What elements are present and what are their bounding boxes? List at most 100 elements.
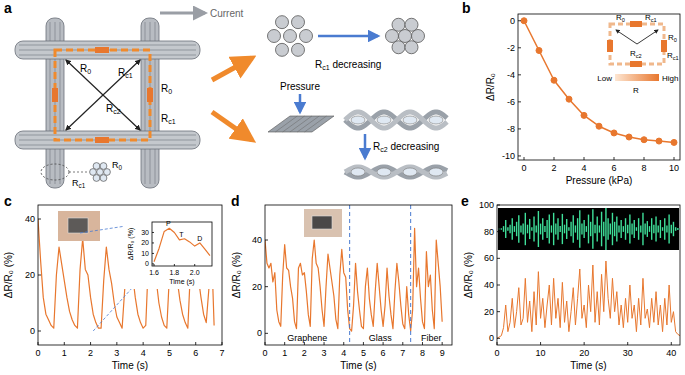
annotation: P bbox=[166, 220, 171, 227]
resistor bbox=[630, 61, 642, 67]
inset-background bbox=[124, 213, 216, 289]
panel-label: b bbox=[462, 0, 471, 16]
resistor bbox=[95, 137, 109, 143]
fiber-section bbox=[412, 30, 425, 43]
x-axis-label: Time (s) bbox=[169, 278, 194, 286]
plot-area bbox=[265, 205, 442, 345]
waveform-bar bbox=[634, 220, 635, 238]
resistor bbox=[147, 88, 153, 102]
y-tick-label: 0 bbox=[510, 16, 515, 26]
waveform-bar bbox=[540, 224, 541, 235]
data-point bbox=[641, 137, 647, 143]
waveform-bar bbox=[640, 225, 641, 232]
x-tick bbox=[671, 342, 672, 345]
waveform-bar bbox=[592, 209, 593, 249]
waveform-bar bbox=[664, 218, 665, 240]
segment-divider bbox=[349, 205, 350, 345]
x-tick-label: 9 bbox=[440, 348, 445, 358]
waveform-bar bbox=[520, 225, 521, 232]
waveform-bar bbox=[666, 225, 667, 232]
waveform-bar bbox=[581, 224, 582, 235]
text: decreasing bbox=[330, 59, 382, 70]
photo bbox=[58, 211, 100, 241]
plot-frame bbox=[152, 222, 212, 266]
x-tick-label: 40 bbox=[666, 348, 676, 358]
y-tick bbox=[518, 74, 521, 75]
weft-section bbox=[429, 168, 443, 176]
x-tick-label: 0 bbox=[35, 348, 40, 358]
x-tick-label: 6 bbox=[381, 348, 386, 358]
annotation: T bbox=[179, 231, 184, 238]
diagram: aR0Rc1Rc2R0Rc1CurrentR0Rc1Rc1 decreasing… bbox=[4, 0, 447, 189]
data-point bbox=[566, 96, 572, 102]
waveform-bar bbox=[644, 224, 645, 235]
x-tick-label: 7 bbox=[219, 348, 224, 358]
y-tick bbox=[518, 20, 521, 21]
fiber-section bbox=[100, 175, 107, 182]
plot-frame bbox=[38, 205, 222, 345]
x-tick-label: 1.6 bbox=[149, 269, 159, 276]
x-tick bbox=[524, 157, 525, 160]
waveform-bar bbox=[525, 213, 526, 245]
x-tick-label: 3 bbox=[322, 348, 327, 358]
fiber-section bbox=[292, 16, 305, 29]
y-tick bbox=[152, 253, 154, 254]
x-tick bbox=[195, 342, 196, 345]
y-axis-label: ΔR/R₀ (%) bbox=[127, 228, 135, 260]
subscript: c1 bbox=[651, 17, 657, 23]
waveform-bar bbox=[618, 225, 619, 232]
y-tick bbox=[497, 231, 500, 232]
y-tick bbox=[265, 333, 268, 334]
series-line bbox=[154, 228, 210, 262]
waveform-bar bbox=[529, 219, 530, 239]
waveform-bar bbox=[583, 220, 584, 238]
arrow bbox=[364, 134, 367, 158]
waveform-bar bbox=[605, 208, 606, 250]
waveform-bar bbox=[536, 225, 537, 232]
x-tick-label: 4 bbox=[141, 348, 146, 358]
x-tick-label: 5 bbox=[361, 348, 366, 358]
yarn-bundle bbox=[15, 131, 200, 149]
x-tick bbox=[116, 342, 117, 345]
waveform-bar bbox=[675, 227, 676, 231]
fiber-section bbox=[97, 169, 104, 176]
y-tick bbox=[497, 311, 500, 312]
text: decreasing bbox=[388, 141, 440, 152]
x-tick bbox=[442, 342, 443, 345]
resistance-label: Rc1 bbox=[645, 13, 657, 23]
x-tick bbox=[222, 342, 223, 345]
x-tick-label: 7 bbox=[400, 348, 405, 358]
y-tick-label: 0 bbox=[257, 328, 262, 338]
y-tick-label: -10 bbox=[502, 151, 515, 161]
fiber-section bbox=[392, 18, 405, 31]
segment-divider bbox=[410, 205, 411, 345]
waveform-bar bbox=[555, 224, 556, 235]
waveform-bar bbox=[660, 220, 661, 238]
yarn-bundle bbox=[15, 41, 200, 59]
data-point bbox=[536, 48, 542, 54]
fiber-section bbox=[399, 30, 412, 43]
waveform-bar bbox=[566, 219, 567, 239]
x-axis-label: Time (s) bbox=[112, 360, 148, 371]
arrow bbox=[299, 94, 302, 112]
fiber bbox=[19, 55, 196, 56]
subscript: c1 bbox=[79, 182, 86, 189]
waveform-bar bbox=[505, 220, 506, 238]
fiber bbox=[19, 45, 196, 46]
x-tick-label: 10 bbox=[536, 348, 546, 358]
x-tick-label: 0 bbox=[521, 163, 526, 173]
y-axis-label: ΔR/R₀ bbox=[485, 73, 496, 101]
chart-b: 0246810-10-8-6-4-20Pressure (kPa)ΔR/R₀b bbox=[462, 0, 680, 186]
waveform-bar bbox=[597, 216, 598, 241]
data-point bbox=[596, 123, 602, 129]
x-tick-label: 8 bbox=[641, 163, 646, 173]
waveform-bar bbox=[564, 225, 565, 234]
arrow bbox=[212, 112, 252, 140]
y-tick-label: 20 bbox=[25, 270, 35, 280]
y-tick-label: 10 bbox=[141, 250, 149, 257]
data-point bbox=[551, 77, 557, 83]
plot-area bbox=[154, 228, 210, 262]
figure: aR0Rc1Rc2R0Rc1CurrentR0Rc1Rc1 decreasing… bbox=[0, 0, 685, 375]
photo bbox=[304, 209, 342, 237]
x-tick-label: 3 bbox=[114, 348, 119, 358]
